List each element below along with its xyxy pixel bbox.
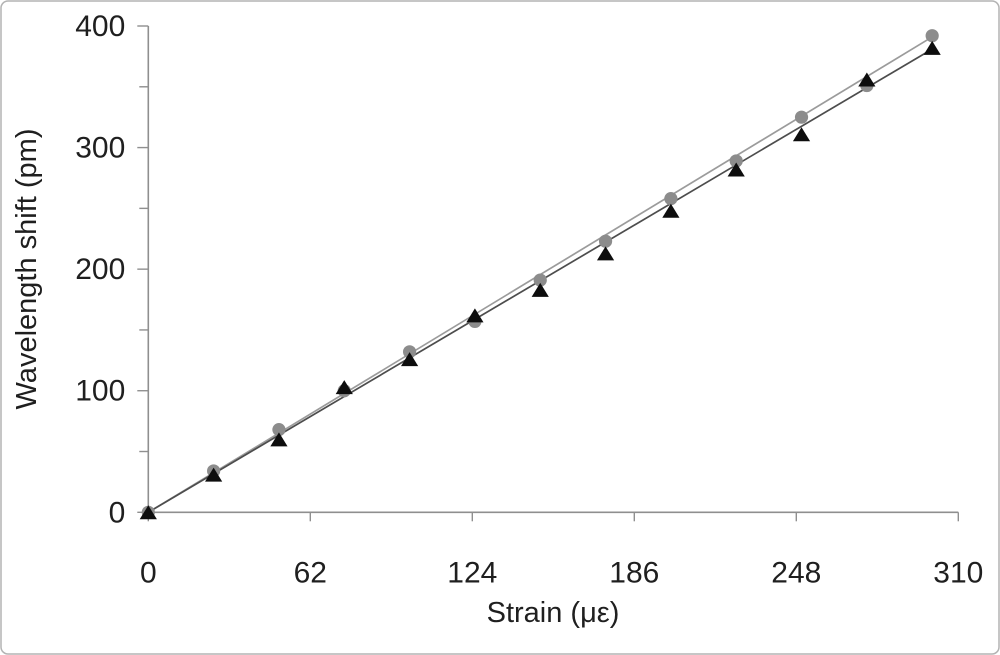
triangle-marker [335, 380, 353, 395]
data-markers [139, 29, 941, 520]
x-tick-label: 310 [933, 556, 983, 589]
x-tick-label: 124 [447, 556, 497, 589]
triangle-marker [662, 203, 680, 218]
triangle-marker [923, 40, 941, 55]
y-tick-label: 0 [109, 496, 126, 529]
y-tick-label: 200 [75, 253, 125, 286]
triangle-marker [400, 352, 419, 367]
triangle-marker [792, 127, 811, 142]
x-tick-label: 248 [771, 556, 821, 589]
x-tick-label: 62 [294, 556, 327, 589]
tick-labels: 0 62 124 186 248 310 0 100 200 300 400 [75, 10, 983, 589]
y-tick-label: 300 [75, 132, 125, 165]
y-tick-label: 100 [75, 375, 125, 408]
triangle-marker [531, 282, 549, 297]
circle-marker [794, 110, 809, 124]
circle-marker [664, 192, 678, 206]
x-tick-label: 0 [140, 556, 157, 589]
triangle-marker [270, 432, 288, 447]
x-tick-label: 186 [609, 556, 659, 589]
circle-marker [402, 345, 417, 359]
triangle-marker [205, 467, 223, 482]
x-axis-title: Strain (με) [487, 597, 620, 629]
circle-marker [729, 154, 743, 168]
triangle-marker [466, 308, 484, 323]
circle-marker [925, 29, 939, 43]
circle-marker [598, 234, 613, 248]
triangle-marker [727, 162, 745, 177]
circle-marker [272, 423, 286, 437]
y-axis-title: Wavelength shift (pm) [11, 129, 43, 410]
triangle-marker [596, 246, 615, 261]
circle-marker [533, 273, 547, 287]
triangle-marker [858, 72, 876, 87]
y-tick-label: 400 [75, 10, 125, 43]
triangle-marker [139, 505, 157, 520]
